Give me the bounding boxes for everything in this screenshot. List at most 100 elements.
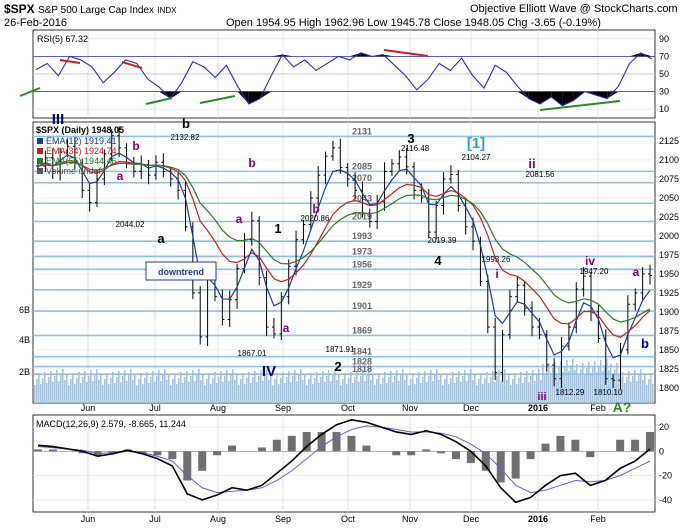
macd-histogram-bar — [392, 451, 401, 456]
x-tick-label-macd: Nov — [402, 514, 419, 524]
wave-label: a — [283, 321, 290, 335]
volume-bar — [124, 370, 126, 403]
macd-histogram-bar — [631, 439, 640, 452]
volume-bar — [48, 377, 50, 403]
volume-bar — [174, 373, 176, 403]
x-tick-label: Sep — [275, 403, 291, 413]
volume-bar — [118, 371, 120, 403]
fib-level-label: 2085 — [352, 161, 372, 171]
volume-bar — [450, 378, 452, 403]
wave-label: i — [495, 267, 498, 281]
volume-bar — [52, 382, 54, 403]
volume-bar — [300, 369, 302, 403]
volume-bar — [354, 377, 356, 403]
volume-bar — [346, 384, 348, 403]
price-tick-label: 1800 — [659, 383, 679, 393]
volume-bar — [480, 373, 482, 403]
x-tick-label: Dec — [463, 403, 480, 413]
volume-bar — [568, 371, 570, 403]
volume-bar — [516, 384, 518, 403]
volume-bar — [288, 371, 290, 403]
volume-bar — [108, 384, 110, 403]
volume-bar — [484, 378, 486, 403]
volume-bar — [536, 375, 538, 403]
volume-bar — [368, 369, 370, 403]
volume-bar — [278, 384, 280, 403]
volume-bar — [362, 370, 364, 403]
volume-bar — [520, 372, 522, 403]
volume-bar — [274, 379, 276, 403]
volume-bar — [138, 379, 140, 403]
price-annotation: 2019.39 — [428, 236, 457, 245]
rsi-divergence-line — [199, 95, 236, 104]
legend-swatch — [37, 168, 43, 174]
macd-histogram-bar — [168, 451, 177, 460]
volume-bar — [40, 384, 42, 403]
volume-bar — [558, 367, 560, 403]
volume-bar — [258, 376, 260, 403]
volume-bar — [158, 370, 160, 403]
volume-bar — [468, 375, 470, 403]
volume-bar — [254, 371, 256, 403]
wave-label: IV — [262, 363, 276, 380]
volume-bar — [142, 384, 144, 403]
x-tick-label: Jun — [81, 403, 96, 413]
volume-bar — [76, 378, 78, 403]
volume-bar — [580, 369, 582, 403]
volume-bar — [290, 382, 292, 403]
wave-label: III — [52, 111, 65, 128]
macd-tick-label: 20 — [659, 422, 669, 432]
rsi-divergence-line — [19, 87, 41, 97]
chart-date: 26-Feb-2016 — [4, 17, 67, 29]
volume-bar — [402, 369, 404, 403]
ohlc-readout: Open 1954.95 High 1962.96 Low 1945.78 Cl… — [226, 17, 601, 29]
volume-bar — [210, 384, 212, 403]
volume-bar — [416, 378, 418, 403]
volume-bar — [388, 377, 390, 403]
rsi-extreme-fill — [271, 54, 283, 57]
volume-bar — [398, 381, 400, 403]
volume-bar — [454, 383, 456, 403]
volume-bar — [576, 364, 578, 403]
volume-bar — [66, 374, 68, 403]
volume-bar — [190, 376, 192, 403]
volume-bar — [342, 379, 344, 403]
volume-bar — [58, 381, 60, 403]
volume-bar — [336, 380, 338, 403]
volume-bar — [394, 376, 396, 403]
volume-bar — [104, 379, 106, 403]
wave-label: 1 — [274, 221, 281, 236]
volume-bar — [34, 385, 36, 403]
fib-level-label: 1956 — [352, 259, 372, 269]
volume-bar — [236, 374, 238, 403]
volume-bar — [302, 380, 304, 403]
price-tick-label: 2075 — [659, 174, 679, 184]
volume-bar — [170, 385, 172, 403]
volume-bar — [530, 376, 532, 403]
volume-bar — [382, 378, 384, 403]
volume-bar — [508, 374, 510, 403]
rsi-extreme-fill — [159, 91, 171, 99]
macd-histogram-bar — [586, 451, 595, 458]
volume-bar — [328, 370, 330, 403]
volume-bar — [442, 385, 444, 403]
volume-bar — [178, 378, 180, 403]
rsi-extreme-fill — [551, 91, 563, 106]
volume-bar — [460, 382, 462, 403]
macd-histogram-bar — [526, 451, 535, 460]
volume-bar — [74, 384, 76, 403]
volume-bar — [44, 372, 46, 403]
volume-bar — [522, 383, 524, 403]
volume-bar — [222, 382, 224, 403]
volume-bar — [94, 375, 96, 403]
volume-bar — [86, 382, 88, 403]
macd-label: MACD(12,26,9) 2.579, -8.665, 11.244 — [36, 419, 186, 429]
volume-bar — [160, 381, 162, 403]
legend-entry: Volume undef — [46, 166, 102, 176]
price-tick-label: 1825 — [659, 364, 679, 374]
volume-bar — [128, 375, 130, 403]
volume-bar — [146, 372, 148, 403]
volume-bar — [64, 380, 66, 403]
price-tick-label: 2025 — [659, 212, 679, 222]
volume-tick-label: 6B — [19, 305, 30, 315]
